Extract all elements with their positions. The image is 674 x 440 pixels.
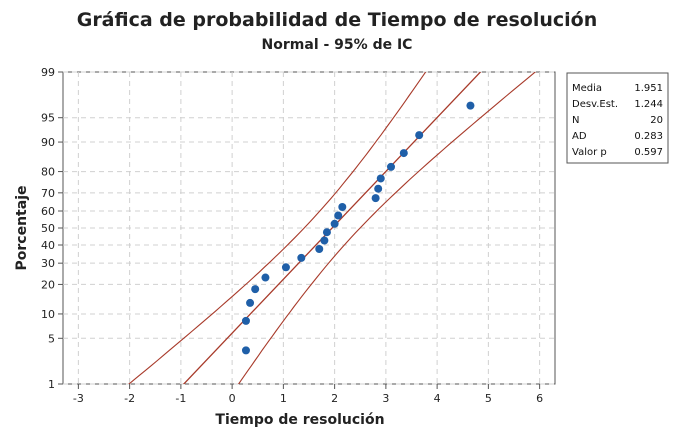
data-point	[371, 194, 380, 203]
ci-band-lower	[237, 72, 537, 384]
stat-value-stdev: 1.244	[634, 99, 663, 110]
stat-label-n: N	[572, 115, 579, 126]
stat-label-mean: Media	[572, 83, 602, 94]
chart-subtitle: Normal - 95% de IC	[262, 37, 413, 53]
x-tick-label: 1	[280, 392, 287, 405]
stat-value-pvalue: 0.597	[634, 147, 663, 158]
data-point	[376, 174, 385, 183]
y-tick-label: 50	[41, 222, 55, 235]
stat-label-pvalue: Valor p	[572, 147, 607, 158]
stats-box: Media 1.951 Desv.Est. 1.244 N 20 AD 0.28…	[566, 72, 669, 164]
y-tick-label: 20	[41, 278, 55, 291]
data-point	[338, 202, 347, 211]
y-axis-label: Porcentaje	[14, 186, 30, 271]
y-tick-label: 99	[41, 66, 55, 79]
x-axis-ticks: -3 -2 -1 0 1 2 3 4 5 6	[73, 384, 543, 405]
data-point	[315, 245, 324, 254]
data-point	[399, 149, 408, 158]
stat-value-n: 20	[650, 115, 663, 126]
y-tick-label: 80	[41, 166, 55, 179]
confidence-bands	[128, 72, 537, 384]
y-tick-label: 60	[41, 205, 55, 218]
x-tick-label: 3	[382, 392, 389, 405]
data-point	[261, 273, 270, 282]
x-tick-label: -1	[175, 392, 186, 405]
stat-label-stdev: Desv.Est.	[572, 99, 618, 110]
stat-label-ad: AD	[572, 131, 587, 142]
data-point	[320, 236, 329, 245]
stat-value-ad: 0.283	[634, 131, 663, 142]
y-tick-label: 40	[41, 239, 55, 252]
data-point	[466, 101, 475, 110]
chart-title: Gráfica de probabilidad de Tiempo de res…	[77, 9, 598, 31]
data-point	[387, 162, 395, 171]
data-point	[241, 316, 250, 325]
data-point	[415, 131, 424, 140]
stat-value-mean: 1.951	[634, 83, 663, 94]
data-point	[322, 228, 331, 237]
y-axis-ticks: 1 5 10 20 30 40 50 60 70 80 90 95 99	[41, 66, 63, 391]
data-point	[297, 253, 306, 262]
data-point	[374, 184, 383, 193]
y-tick-label: 30	[41, 257, 55, 270]
y-tick-label: 90	[41, 136, 55, 149]
x-tick-label: 0	[229, 392, 236, 405]
data-point	[241, 346, 250, 355]
data-point	[281, 263, 290, 272]
grid-lines	[63, 71, 555, 385]
x-tick-label: -2	[124, 392, 135, 405]
x-tick-label: 5	[485, 392, 492, 405]
ci-band-upper	[128, 72, 427, 384]
x-tick-label: 4	[434, 392, 441, 405]
y-tick-label: 70	[41, 187, 55, 200]
x-tick-label: 6	[536, 392, 543, 405]
y-tick-label: 1	[48, 378, 55, 391]
y-tick-label: 10	[41, 308, 55, 321]
y-tick-label: 5	[48, 332, 55, 345]
data-points	[241, 101, 475, 355]
y-tick-label: 95	[41, 112, 55, 125]
x-tick-label: -3	[73, 392, 84, 405]
data-point	[246, 298, 255, 307]
data-point	[251, 285, 260, 294]
data-point	[330, 219, 339, 228]
fit-line-group	[182, 72, 482, 384]
data-point	[334, 211, 343, 220]
stats-box-frame	[566, 72, 669, 164]
x-tick-label: 2	[331, 392, 338, 405]
x-axis-label: Tiempo de resolución	[215, 412, 384, 428]
fit-line	[182, 72, 482, 384]
